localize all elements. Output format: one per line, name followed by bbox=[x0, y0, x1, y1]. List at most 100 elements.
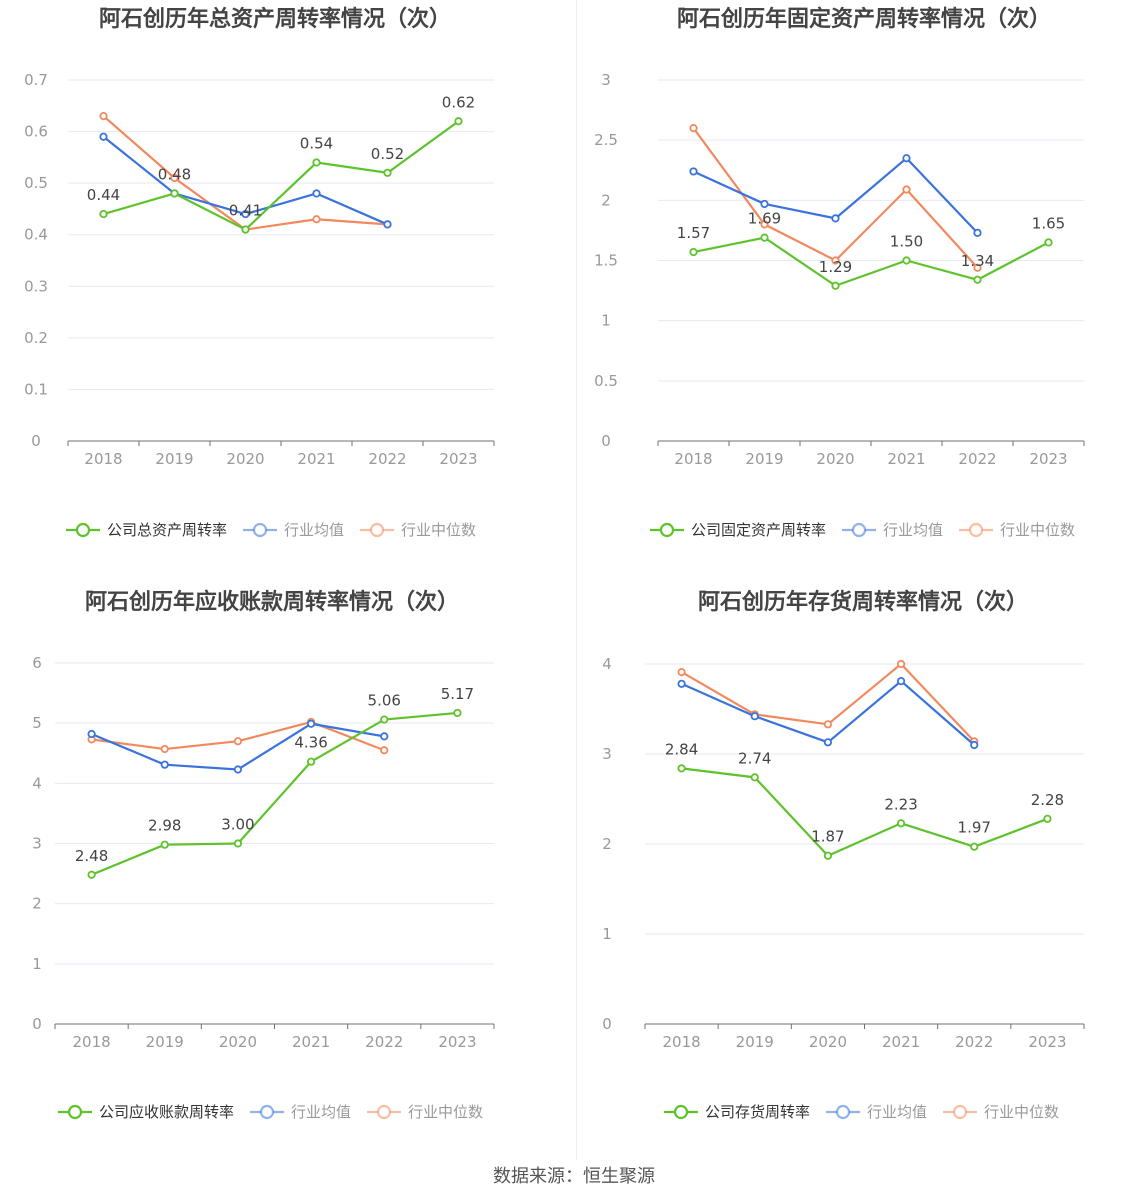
y-tick-label: 3 bbox=[602, 745, 612, 763]
data-point-company[interactable] bbox=[241, 225, 250, 234]
data-point-median[interactable] bbox=[896, 659, 906, 669]
data-point-avg[interactable] bbox=[380, 732, 389, 741]
data-point-avg[interactable] bbox=[233, 765, 243, 774]
data-point-avg[interactable] bbox=[99, 132, 108, 141]
y-tick-label: 0 bbox=[602, 1015, 612, 1033]
legend-item-avg[interactable]: 行业均值 bbox=[243, 521, 344, 539]
y-tick-label: 6 bbox=[32, 654, 42, 672]
data-point-avg[interactable] bbox=[902, 154, 911, 163]
data-label: 2.28 bbox=[1031, 791, 1064, 809]
data-point-company[interactable] bbox=[233, 839, 243, 848]
legend-item-median[interactable]: 行业中位数 bbox=[367, 1103, 483, 1121]
data-point-company[interactable] bbox=[160, 840, 169, 849]
data-point-avg[interactable] bbox=[689, 167, 698, 176]
legend-item-avg[interactable]: 行业均值 bbox=[842, 521, 943, 539]
y-tick-label: 0 bbox=[601, 432, 611, 450]
data-point-avg[interactable] bbox=[760, 199, 769, 209]
data-point-company[interactable] bbox=[306, 757, 316, 766]
data-point-company[interactable] bbox=[902, 256, 911, 265]
data-point-avg[interactable] bbox=[87, 729, 96, 739]
y-tick-label: 1.5 bbox=[594, 252, 618, 270]
data-point-company[interactable] bbox=[383, 168, 392, 177]
data-point-company[interactable] bbox=[970, 842, 979, 851]
y-tick-label: 1 bbox=[32, 955, 42, 973]
y-tick-label: 0.4 bbox=[24, 226, 48, 244]
y-tick-label: 0.6 bbox=[24, 123, 48, 141]
data-label: 0.48 bbox=[158, 165, 191, 183]
data-point-median[interactable] bbox=[170, 173, 179, 183]
data-point-avg[interactable] bbox=[312, 189, 321, 198]
x-tick-label: 2021 bbox=[882, 1033, 920, 1051]
data-point-company[interactable] bbox=[380, 715, 389, 724]
legend-marker-icon bbox=[835, 1104, 851, 1120]
data-point-avg[interactable] bbox=[896, 677, 906, 686]
legend-item-avg[interactable]: 行业均值 bbox=[250, 1103, 351, 1121]
series-line-company bbox=[91, 711, 458, 876]
data-point-company[interactable] bbox=[677, 764, 686, 773]
data-point-median[interactable] bbox=[823, 720, 833, 729]
data-point-avg[interactable] bbox=[160, 760, 169, 769]
data-point-avg[interactable] bbox=[306, 719, 316, 728]
data-point-avg[interactable] bbox=[970, 740, 979, 750]
data-label: 5.17 bbox=[441, 685, 474, 703]
data-point-avg[interactable] bbox=[973, 228, 982, 237]
data-point-company[interactable] bbox=[973, 275, 982, 284]
y-tick-label: 2 bbox=[32, 895, 42, 913]
x-tick-label: 2018 bbox=[84, 450, 122, 468]
data-point-avg[interactable] bbox=[831, 214, 840, 223]
data-point-company[interactable] bbox=[1043, 814, 1052, 823]
y-tick-label: 4 bbox=[32, 774, 42, 792]
data-point-company[interactable] bbox=[454, 117, 463, 126]
data-point-median[interactable] bbox=[902, 185, 911, 194]
series-line-company bbox=[681, 767, 1048, 857]
data-point-company[interactable] bbox=[831, 281, 840, 290]
data-source-label: 数据来源：恒生聚源 bbox=[493, 1166, 655, 1187]
data-label: 1.57 bbox=[677, 224, 710, 242]
data-point-median[interactable] bbox=[973, 263, 982, 272]
data-point-avg[interactable] bbox=[677, 679, 686, 688]
data-point-company[interactable] bbox=[99, 209, 108, 219]
data-point-avg[interactable] bbox=[383, 220, 392, 229]
data-point-median[interactable] bbox=[689, 124, 698, 133]
data-point-company[interactable] bbox=[453, 708, 462, 718]
x-tick-label: 2020 bbox=[809, 1033, 847, 1051]
data-point-median[interactable] bbox=[99, 112, 108, 121]
data-point-company[interactable] bbox=[760, 233, 769, 242]
data-point-median[interactable] bbox=[380, 746, 389, 755]
legend-item-company[interactable]: 公司总资产周转率 bbox=[66, 521, 227, 539]
data-point-company[interactable] bbox=[689, 247, 698, 257]
legend-item-avg[interactable]: 行业均值 bbox=[826, 1103, 927, 1121]
chart-fixed-asset-turnover-svg: 阿石创历年固定资产周转率情况（次） 0 0.5 1 1.5 2 2.5 3 2018 2019 20… bbox=[594, 6, 1085, 539]
data-point-avg[interactable] bbox=[241, 209, 250, 219]
data-point-avg[interactable] bbox=[823, 738, 833, 747]
data-point-median[interactable] bbox=[312, 215, 321, 224]
data-point-median[interactable] bbox=[233, 737, 243, 746]
legend-item-median[interactable]: 行业中位数 bbox=[943, 1103, 1059, 1121]
data-point-median[interactable] bbox=[677, 668, 686, 677]
legend-item-median[interactable]: 行业中位数 bbox=[959, 521, 1075, 539]
x-tick-label: 2020 bbox=[219, 1033, 257, 1051]
y-tick-label: 2.5 bbox=[594, 131, 618, 149]
data-point-company[interactable] bbox=[823, 851, 833, 860]
data-label: 1.34 bbox=[961, 252, 994, 270]
data-point-median[interactable] bbox=[831, 256, 840, 265]
chart-title: 阿石创历年存货周转率情况（次） bbox=[698, 589, 1028, 615]
data-point-avg[interactable] bbox=[750, 712, 759, 721]
data-point-median[interactable] bbox=[760, 220, 769, 229]
data-point-company[interactable] bbox=[87, 870, 96, 879]
legend-label: 公司存货周转率 bbox=[705, 1103, 810, 1121]
data-point-company[interactable] bbox=[896, 819, 906, 828]
data-label: 2.84 bbox=[665, 740, 698, 758]
legend-item-median[interactable]: 行业中位数 bbox=[360, 521, 476, 539]
legend-item-company[interactable]: 公司固定资产周转率 bbox=[650, 521, 826, 539]
x-tick-label: 2022 bbox=[955, 1033, 993, 1051]
legend-item-company[interactable]: 公司应收账款周转率 bbox=[58, 1103, 234, 1121]
data-point-company[interactable] bbox=[750, 773, 759, 782]
data-point-company[interactable] bbox=[170, 189, 179, 198]
data-point-median[interactable] bbox=[160, 744, 169, 754]
data-point-company[interactable] bbox=[312, 158, 321, 167]
legend-label: 公司固定资产周转率 bbox=[691, 521, 826, 539]
y-tick-label: 0 bbox=[32, 1015, 42, 1033]
data-point-company[interactable] bbox=[1044, 238, 1053, 247]
legend-item-company[interactable]: 公司存货周转率 bbox=[664, 1103, 810, 1121]
